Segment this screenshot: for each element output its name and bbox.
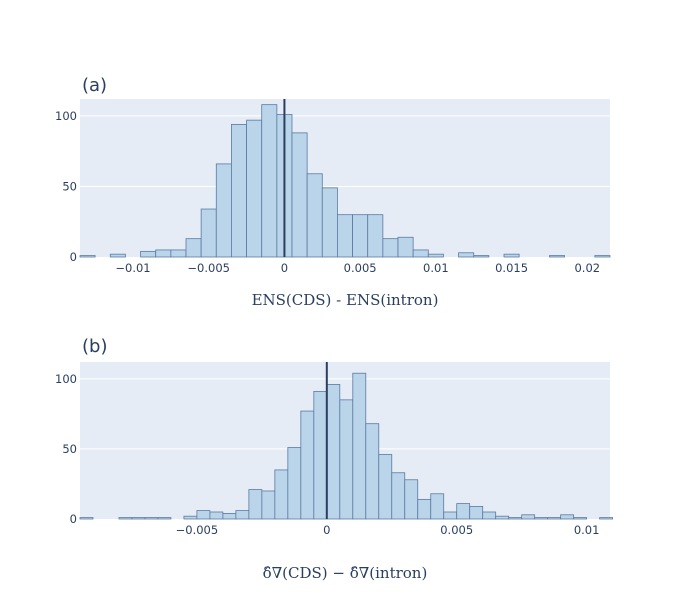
chart-a: −0.01 −0.005 0 0.005 0.01 0.015 0.02 0 50 100 (a… xyxy=(55,75,611,309)
histogram-bar xyxy=(339,399,354,520)
histogram-bar xyxy=(215,163,232,258)
x-tick-label: −0.01 xyxy=(115,261,150,275)
histogram-bar xyxy=(196,510,211,520)
histogram-bar xyxy=(599,517,613,520)
y-tick-labels-a: 0 50 100 xyxy=(55,109,77,264)
histogram-bar xyxy=(118,517,133,520)
histogram-bar xyxy=(155,249,172,258)
histogram-bar xyxy=(458,252,475,258)
y-tick-label: 100 xyxy=(55,372,77,386)
histogram-bar xyxy=(397,236,414,258)
histogram-bar xyxy=(417,498,432,520)
histogram-bar xyxy=(443,511,458,520)
histogram-bar xyxy=(157,517,172,520)
histogram-bar xyxy=(391,472,406,520)
histogram-bar xyxy=(291,132,308,258)
x-tick-label: −0.005 xyxy=(187,261,230,275)
histogram-bar xyxy=(404,479,419,520)
histogram-bar xyxy=(495,515,510,520)
histogram-bar xyxy=(337,214,353,258)
x-tick-label: 0 xyxy=(323,523,330,537)
histogram-bar xyxy=(183,515,198,520)
histogram-bar xyxy=(274,469,289,520)
histogram-bar xyxy=(300,410,315,520)
histogram-bar xyxy=(79,517,94,520)
histogram-bar xyxy=(313,391,328,520)
x-tick-label: 0.01 xyxy=(574,523,600,537)
x-tick-labels-a: −0.01 −0.005 0 0.005 0.01 0.015 0.02 xyxy=(115,261,600,275)
x-tick-label: −0.005 xyxy=(176,523,219,537)
histogram-bar xyxy=(521,514,536,520)
histogram-bar xyxy=(534,517,549,520)
histogram-bar xyxy=(547,517,562,520)
histogram-bar xyxy=(482,511,497,520)
histogram-bar xyxy=(261,490,276,520)
gridlines-a xyxy=(80,115,610,187)
y-tick-label: 0 xyxy=(70,512,77,526)
histogram-bar xyxy=(140,250,157,258)
histogram-bar xyxy=(430,493,445,520)
y-tick-label: 50 xyxy=(62,442,77,456)
panel-title-b: (b) xyxy=(82,336,107,357)
histogram-bar xyxy=(109,253,126,258)
histogram-bar xyxy=(378,454,393,520)
x-tick-label: 0.005 xyxy=(344,261,377,275)
x-axis-title-b: δ̂∇(CDS) − δ̂∇(intron) xyxy=(263,564,428,582)
histogram-bar xyxy=(427,253,444,258)
histogram-bar xyxy=(573,517,588,520)
x-tick-labels-b: −0.005 0 0.005 0.01 xyxy=(176,523,600,537)
histogram-bar xyxy=(222,512,237,520)
histogram-bar xyxy=(170,249,187,258)
histogram-bar xyxy=(367,214,384,258)
histogram-bar xyxy=(412,249,429,258)
histogram-bar xyxy=(469,505,484,520)
histogram-bar xyxy=(131,517,146,520)
x-tick-label: 0.02 xyxy=(574,261,600,275)
x-tick-label: 0.01 xyxy=(423,261,449,275)
x-tick-label: 0 xyxy=(281,261,288,275)
histogram-bar xyxy=(144,517,159,520)
histogram-bar xyxy=(365,423,380,520)
x-axis-title-a: ENS(CDS) - ENS(intron) xyxy=(252,291,439,309)
histogram-bar xyxy=(549,255,565,258)
histogram-bar xyxy=(352,372,367,520)
y-tick-labels-b: 0 50 100 xyxy=(55,372,77,526)
y-tick-label: 100 xyxy=(55,109,77,123)
histogram-bar xyxy=(503,253,520,258)
histogram-bar xyxy=(456,503,471,520)
histogram-bar xyxy=(473,255,490,258)
y-tick-label: 0 xyxy=(70,250,77,264)
histogram-bar xyxy=(209,511,224,520)
histogram-bar xyxy=(508,517,523,520)
histogram-bar xyxy=(287,447,302,520)
histogram-bar xyxy=(594,255,611,258)
histogram-bar xyxy=(248,489,263,520)
histogram-bar xyxy=(185,238,202,258)
y-tick-label: 50 xyxy=(62,179,77,193)
histogram-bar xyxy=(200,208,217,258)
chart-b: −0.005 0 0.005 0.01 0 50 100 (b) δ̂∇(CDS) − δ… xyxy=(55,336,613,582)
histogram-bar xyxy=(321,187,338,258)
histogram-bar xyxy=(79,255,96,258)
histogram-bar xyxy=(326,384,341,520)
histogram-bar xyxy=(261,104,278,258)
x-tick-label: 0.015 xyxy=(495,261,528,275)
histogram-bar xyxy=(306,173,323,258)
bars-a xyxy=(79,104,611,258)
x-tick-label: 0.005 xyxy=(440,523,473,537)
panel-title-a: (a) xyxy=(82,75,107,96)
histogram-bar xyxy=(231,123,247,258)
histogram-bar xyxy=(235,510,250,520)
bars-b xyxy=(79,372,613,520)
histogram-bar xyxy=(246,119,263,258)
histogram-bar xyxy=(382,238,399,258)
histogram-bar xyxy=(352,214,369,258)
histogram-bar xyxy=(560,514,575,520)
